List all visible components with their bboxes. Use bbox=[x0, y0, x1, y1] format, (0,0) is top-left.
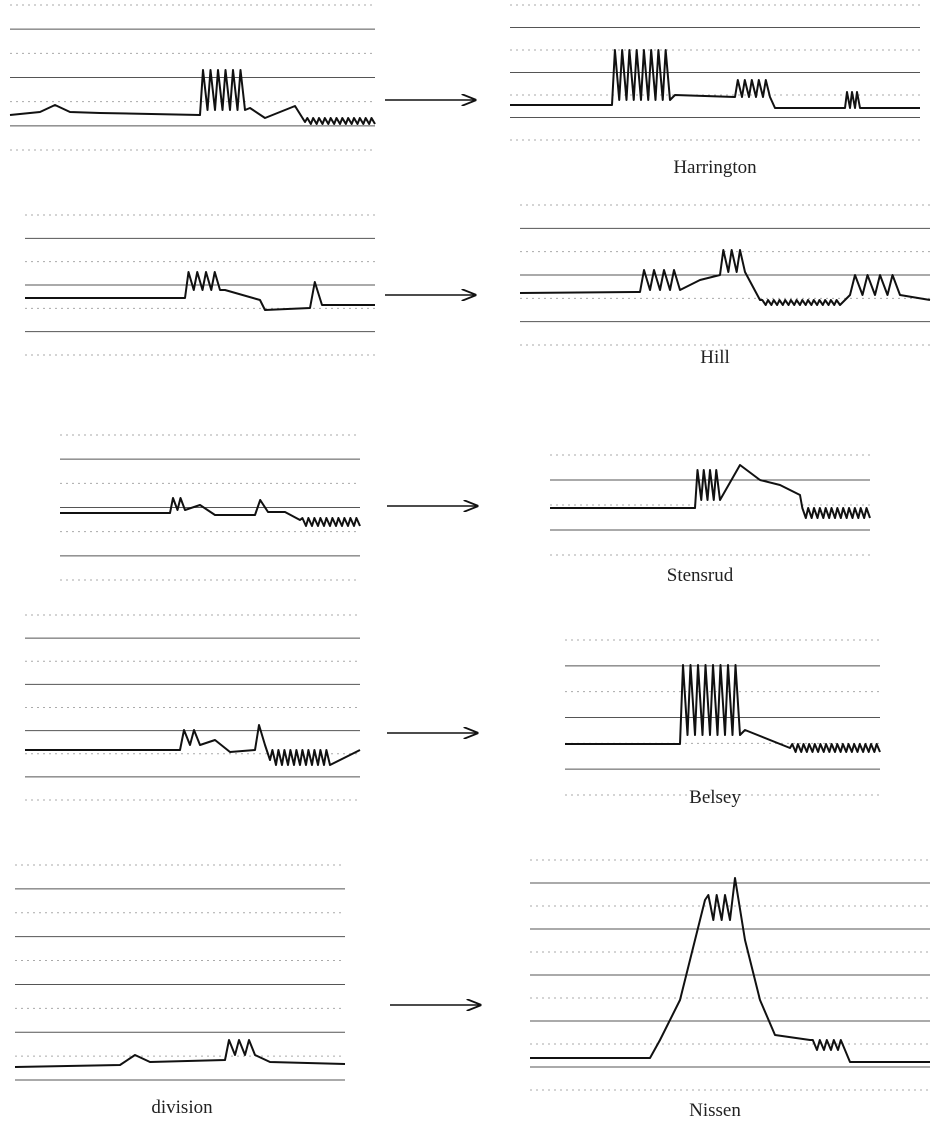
pitch-trace bbox=[25, 724, 361, 766]
pitch-trace bbox=[60, 497, 361, 527]
label: Belsey bbox=[689, 787, 741, 808]
pitch-trace bbox=[9, 69, 376, 125]
label: division bbox=[151, 1097, 213, 1118]
pitch-trace bbox=[510, 49, 920, 109]
label: Hill bbox=[700, 347, 730, 368]
pitch-trace bbox=[530, 877, 930, 1063]
pitch-trace bbox=[550, 464, 871, 519]
traces bbox=[9, 4, 931, 1091]
label: Stensrud bbox=[667, 565, 734, 586]
pitch-trace bbox=[519, 249, 931, 306]
label: Nissen bbox=[689, 1100, 741, 1121]
pitch-trace bbox=[25, 271, 375, 311]
pitch-trace bbox=[14, 1039, 346, 1068]
pitch-trace bbox=[565, 664, 881, 753]
label: Harrington bbox=[673, 157, 757, 178]
